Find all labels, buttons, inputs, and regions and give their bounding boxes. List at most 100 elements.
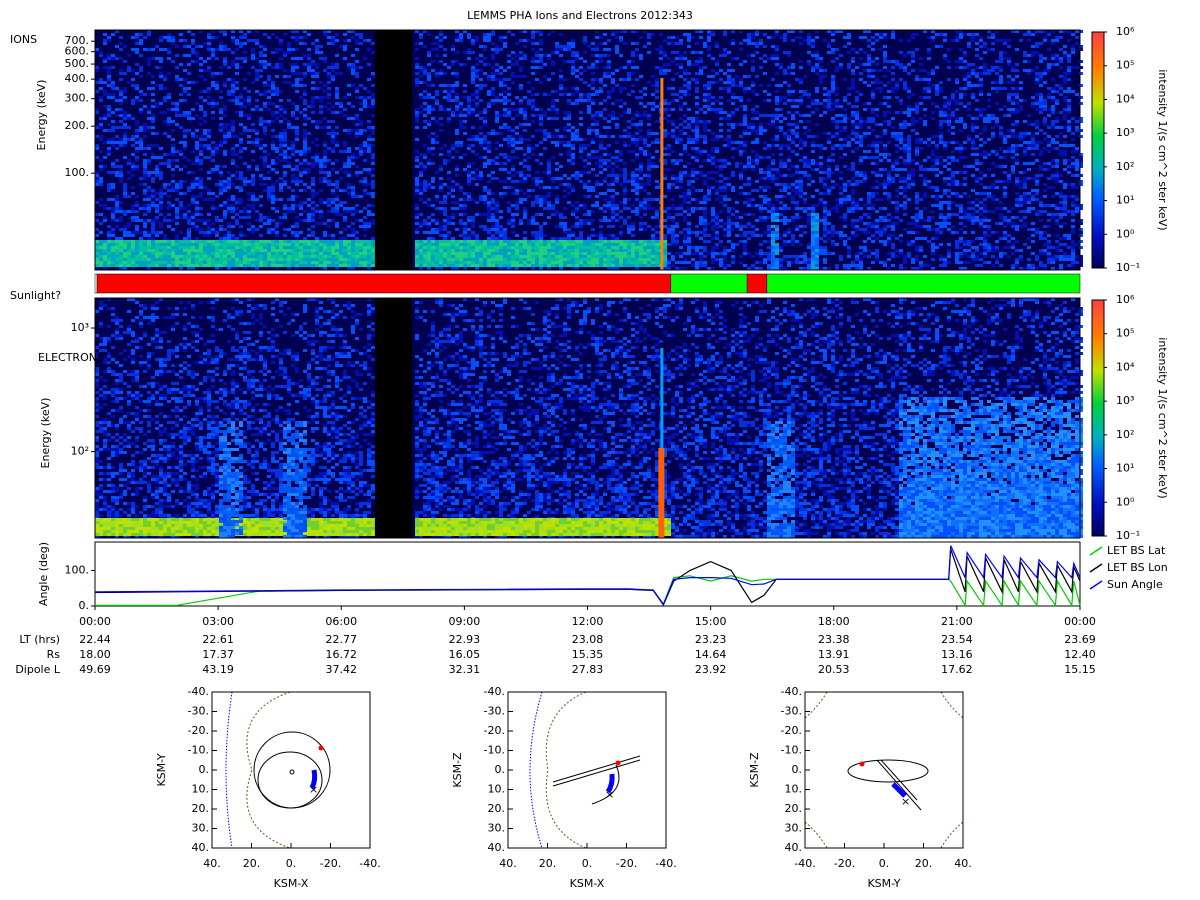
colorbar-tick-label: 10⁰ xyxy=(1116,227,1135,240)
ephemeris-value: 32.31 xyxy=(449,663,481,676)
y-tick-label: 0. xyxy=(792,763,803,776)
y-tick-label: 10. xyxy=(785,783,803,796)
ephemeris-value: 27.83 xyxy=(572,663,604,676)
y-tick-label: 40. xyxy=(192,841,210,854)
spectrogram-texture xyxy=(95,240,667,267)
y-tick-label: 100. xyxy=(65,563,90,576)
panel-label: Sunlight? xyxy=(10,289,61,302)
x-tick-label: 40. xyxy=(954,857,972,870)
orbit-trace: × xyxy=(901,795,910,808)
y-tick-label: 30. xyxy=(488,822,506,835)
y-tick-label: 200. xyxy=(65,119,90,132)
y-tick-label: 30. xyxy=(785,822,803,835)
spectrogram-texture xyxy=(899,397,1083,538)
x-tick-label: 20. xyxy=(915,857,933,870)
ephemeris-value: 15.35 xyxy=(572,648,604,661)
ephemeris-value: 13.16 xyxy=(941,648,973,661)
y-tick-label: 400. xyxy=(65,72,90,85)
orbit-trace xyxy=(847,759,929,783)
legend-label: Sun Angle xyxy=(1107,578,1163,591)
legend-swatch xyxy=(1089,580,1103,590)
y-axis-label: KSM-Z xyxy=(451,752,464,788)
y-axis-label: Energy (keV) xyxy=(35,80,48,151)
y-tick-label: -20. xyxy=(781,724,802,737)
y-tick-label: -30. xyxy=(484,705,505,718)
spectrogram-texture xyxy=(771,213,819,270)
orbit-trace xyxy=(257,751,323,809)
y-axis-label: KSM-Y xyxy=(155,753,168,786)
orbit-trace: × xyxy=(605,788,614,801)
y-tick-label: 700. xyxy=(65,34,90,47)
colorbar-tick-label: 10² xyxy=(1116,428,1134,441)
colorbar-tick-label: 10⁶ xyxy=(1116,293,1135,306)
legend-swatch xyxy=(1089,546,1103,556)
ephemeris-value: 14.64 xyxy=(695,648,727,661)
colorbar-tick-label: 10⁻¹ xyxy=(1116,261,1140,274)
colorbar-label: intensity 1/(s cm^2 ster keV) xyxy=(1156,337,1169,498)
panel-label: ELECTRONS xyxy=(38,351,104,364)
ephemeris-value: 37.42 xyxy=(326,663,358,676)
colorbar xyxy=(1091,299,1105,537)
y-tick-label: 30. xyxy=(192,822,210,835)
colorbar-tick-label: 10⁵ xyxy=(1116,59,1134,72)
y-tick-label: -40. xyxy=(484,685,505,698)
x-tick-label: -40. xyxy=(359,857,380,870)
spectrogram-texture xyxy=(95,240,667,267)
colorbar-tick-label: 10³ xyxy=(1116,126,1134,139)
x-tick-label: -20. xyxy=(834,857,855,870)
x-axis-label: KSM-X xyxy=(570,877,605,890)
colorbar xyxy=(1091,31,1105,269)
spectrogram-texture xyxy=(95,30,1083,270)
panel-label: IONS xyxy=(10,33,37,46)
x-tick-label: -40. xyxy=(794,857,815,870)
orbit-trace xyxy=(615,760,621,766)
ephemeris-value: 23.92 xyxy=(695,663,727,676)
x-tick-label: 00:00 xyxy=(79,615,111,628)
ephemeris-value: 23.23 xyxy=(695,633,727,646)
panel-frame xyxy=(94,541,1081,607)
ephemeris-label: Rs xyxy=(47,648,61,661)
y-tick-label: 100. xyxy=(65,166,90,179)
sunlight-segment xyxy=(94,273,98,294)
y-tick-label: -30. xyxy=(781,705,802,718)
colorbar-tick-label: 10⁰ xyxy=(1116,495,1135,508)
ephemeris-value: 22.44 xyxy=(79,633,111,646)
colorbar-tick-label: 10¹ xyxy=(1116,462,1134,475)
y-tick-label: 40. xyxy=(488,841,506,854)
ephemeris-label: Dipole L xyxy=(15,663,61,676)
y-tick-label: 20. xyxy=(192,802,210,815)
colorbar-tick-label: 10³ xyxy=(1116,394,1134,407)
spectrogram-spike xyxy=(658,448,665,538)
y-tick-label: 10. xyxy=(488,783,506,796)
ephemeris-value: 12.40 xyxy=(1064,648,1096,661)
x-tick-label: 0. xyxy=(879,857,890,870)
panel-frame xyxy=(94,29,1081,271)
x-tick-label: 03:00 xyxy=(202,615,234,628)
x-tick-label: 18:00 xyxy=(818,615,850,628)
y-axis-label: Energy (keV) xyxy=(39,398,52,469)
x-tick-label: -20. xyxy=(320,857,341,870)
sunlight-segment xyxy=(766,273,1081,294)
orbit-trace xyxy=(876,759,922,811)
y-tick-label: 0. xyxy=(79,599,90,612)
ephemeris-value: 23.08 xyxy=(572,633,604,646)
ephemeris-value: 17.37 xyxy=(202,648,234,661)
spectrogram-texture xyxy=(899,397,1083,538)
x-tick-label: -20. xyxy=(616,857,637,870)
ephemeris-value: 22.77 xyxy=(326,633,358,646)
ephemeris-value: 23.38 xyxy=(818,633,850,646)
sunlight-segment xyxy=(746,273,768,294)
spectrogram-spike xyxy=(660,78,664,270)
ephemeris-value: 22.61 xyxy=(202,633,234,646)
orbit-trace xyxy=(605,773,615,794)
colorbar-tick-label: 10² xyxy=(1116,160,1134,173)
x-axis-label: KSM-Y xyxy=(867,877,900,890)
plot-frame xyxy=(507,691,667,849)
x-tick-label: 15:00 xyxy=(695,615,727,628)
ephemeris-value: 43.19 xyxy=(202,663,234,676)
data-gap xyxy=(374,298,412,538)
orbit-trace xyxy=(289,769,295,775)
legend-label: LET BS Lon xyxy=(1107,561,1168,574)
ephemeris-value: 23.69 xyxy=(1064,633,1096,646)
x-tick-label: 09:00 xyxy=(449,615,481,628)
